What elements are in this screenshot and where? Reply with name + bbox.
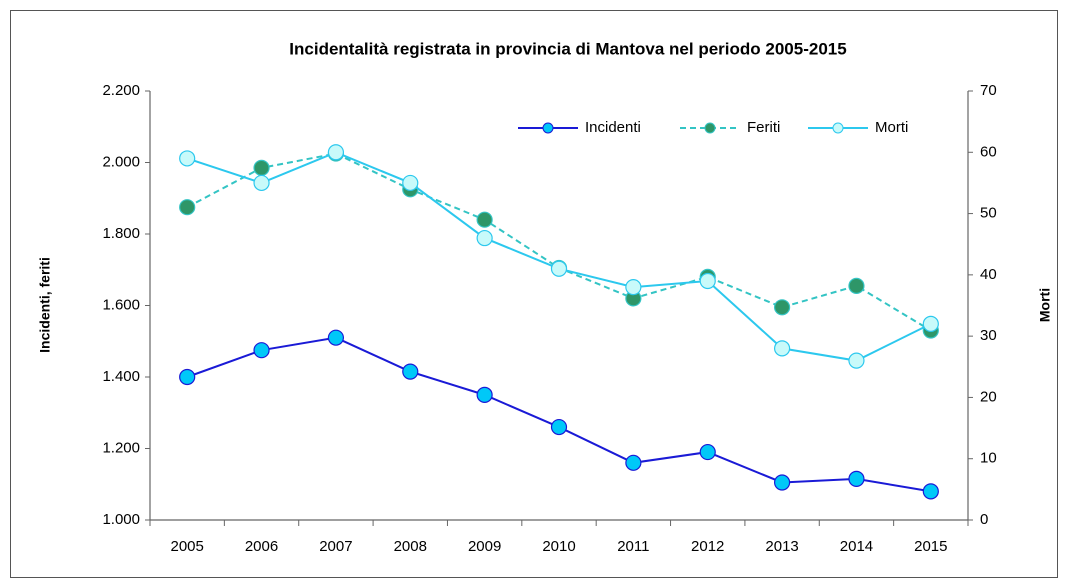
y2-tick-label: 0 [980,511,988,528]
y-tick-label: 1.400 [102,368,140,385]
x-tick-label: 2014 [840,538,873,555]
series-marker [476,386,493,403]
chart-frame [10,10,1058,578]
y2-tick-label: 40 [980,266,997,283]
series-marker [402,363,419,380]
series-marker [773,299,791,316]
x-tick-label: 2005 [170,538,203,555]
series-marker [773,474,791,491]
x-tick-label: 2015 [914,538,947,555]
legend-marker [542,122,554,134]
y2-tick-label: 10 [980,450,997,467]
x-tick-label: 2010 [542,538,575,555]
series-marker [476,229,493,247]
series-marker [402,174,419,192]
y2-tick-label: 30 [980,327,997,344]
y2-tick-label: 20 [980,388,997,405]
series-marker [922,483,939,500]
x-tick-label: 2008 [394,538,427,555]
series-marker [848,470,865,487]
series-marker [550,418,568,436]
y-tick-label: 1.000 [102,511,140,528]
series-marker [253,159,270,176]
legend-label: Morti [875,119,908,136]
x-tick-label: 2012 [691,538,724,555]
series-marker [550,260,568,277]
series-marker [476,211,493,228]
x-tick-label: 2006 [245,538,278,555]
x-tick-label: 2011 [617,538,649,555]
series-marker [327,144,345,161]
y2-tick-label: 70 [980,82,997,99]
series-marker [699,443,716,461]
y-tick-label: 2.000 [102,153,140,170]
series-marker [327,329,345,346]
series-marker [699,272,716,290]
series-marker [848,352,865,369]
chart-title: Incidentalità registrata in provincia di… [289,39,846,58]
y-tick-label: 1.600 [102,296,140,313]
legend-marker [832,122,844,134]
x-tick-label: 2013 [765,538,798,555]
y-tick-label: 1.200 [102,439,140,456]
legend-label: Incidenti [585,119,641,136]
y-axis-title: Incidenti, feriti [37,257,53,353]
series-marker [253,174,270,192]
series-marker [179,150,196,167]
series-marker [625,279,642,296]
y2-tick-label: 50 [980,205,997,222]
series-marker [848,277,865,294]
y-tick-label: 2.200 [102,82,140,99]
y2-tick-label: 60 [980,143,997,160]
series-marker [773,340,791,357]
legend-marker [704,122,716,134]
legend-label: Feriti [747,119,780,136]
y-tick-label: 1.800 [102,225,140,242]
series-marker [253,342,270,359]
series-marker [625,454,642,471]
series-marker [179,199,196,216]
x-tick-label: 2007 [319,538,352,555]
x-tick-label: 2009 [468,538,501,555]
y2-axis-title: Morti [1037,288,1053,322]
series-marker [922,315,939,332]
series-marker [179,368,196,386]
